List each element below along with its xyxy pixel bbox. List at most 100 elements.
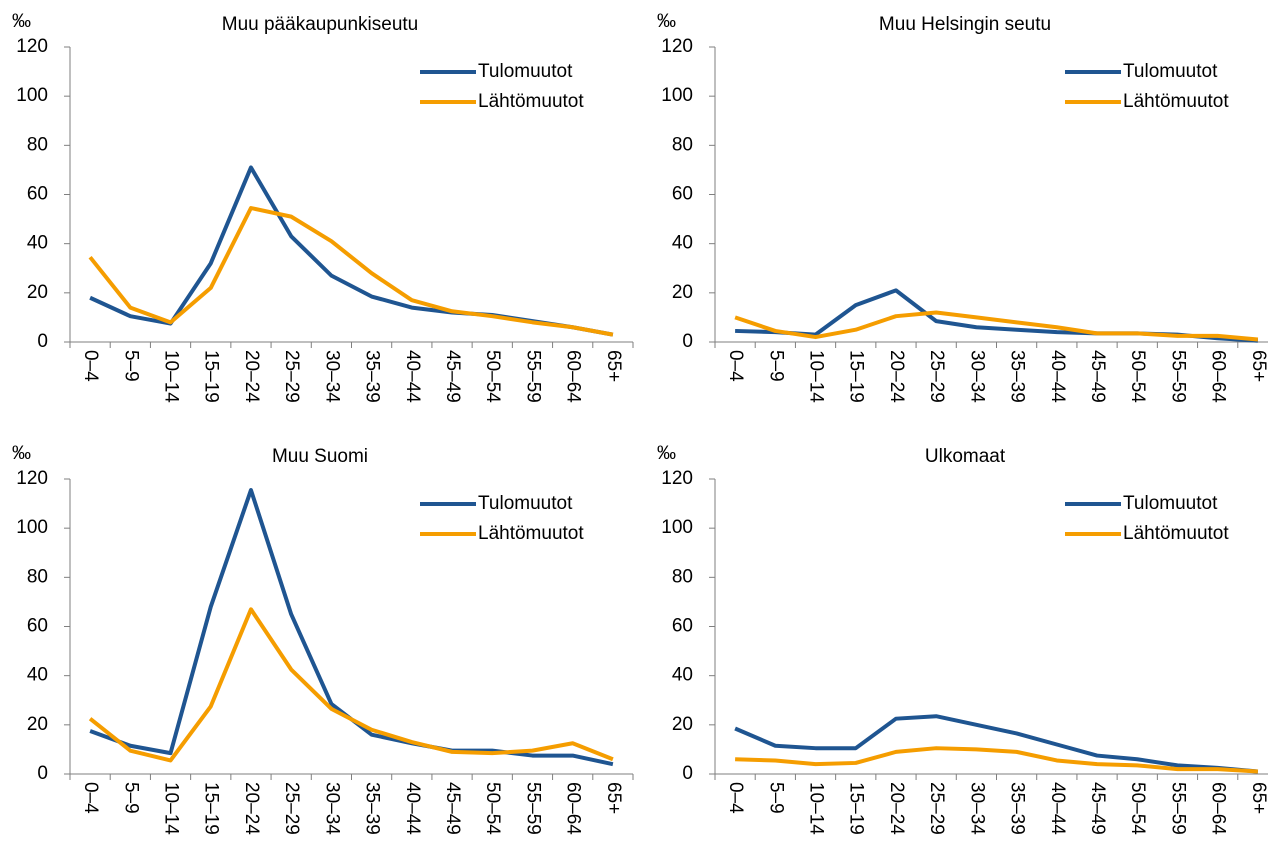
y-tick-label: 40 xyxy=(672,665,693,686)
data-line xyxy=(735,288,1259,343)
x-tick-label: 10–14 xyxy=(806,350,827,403)
x-tick-label: 65+ xyxy=(1248,782,1268,814)
y-tick-label: 120 xyxy=(16,36,48,57)
x-tick-label: 10–14 xyxy=(161,350,182,403)
chart-title: Muu pääkaupunkiseutu xyxy=(222,14,418,35)
y-tick-label: 20 xyxy=(672,714,693,735)
data-line xyxy=(734,310,1259,342)
x-tick-label: 5–9 xyxy=(765,350,786,382)
legend-label: Lähtömuutot xyxy=(1123,523,1229,544)
y-axis-label: ‰ xyxy=(657,443,676,464)
y-tick-label: 20 xyxy=(672,282,693,303)
y-tick-label: 60 xyxy=(27,616,48,637)
x-tick-label: 50–54 xyxy=(1127,350,1148,403)
data-line xyxy=(88,607,614,763)
x-tick-label: 35–39 xyxy=(362,782,383,835)
x-tick-label: 20–24 xyxy=(241,350,262,403)
x-tick-label: 5–9 xyxy=(120,782,141,814)
panel: Muu Helsingin seutu ‰ 0 20 40 60 80 100 120 0–4 5–… xyxy=(657,11,1268,403)
legend-label: Lähtömuutot xyxy=(478,91,584,112)
legend-label: Tulomuutot xyxy=(1123,493,1218,514)
y-tick-label: 20 xyxy=(27,282,48,303)
x-tick-label: 15–19 xyxy=(846,350,867,403)
data-line xyxy=(89,165,614,337)
x-tick-label: 25–29 xyxy=(926,782,947,835)
x-tick-label: 60–64 xyxy=(1208,782,1229,835)
x-tick-label: 50–54 xyxy=(482,782,503,835)
x-tick-label: 25–29 xyxy=(926,350,947,403)
x-tick-label: 35–39 xyxy=(1007,782,1028,835)
y-tick-label: 100 xyxy=(16,517,48,538)
legend-label: Tulomuutot xyxy=(478,493,573,514)
x-tick-label: 25–29 xyxy=(281,350,302,403)
x-tick-label: 20–24 xyxy=(241,782,262,835)
y-tick-label: 80 xyxy=(672,566,693,587)
y-tick-label: 120 xyxy=(661,468,693,489)
x-tick-label: 30–34 xyxy=(966,350,987,403)
y-tick-label: 0 xyxy=(37,763,48,784)
y-tick-label: 40 xyxy=(27,233,48,254)
x-tick-label: 40–44 xyxy=(402,782,423,835)
y-tick-label: 100 xyxy=(16,85,48,106)
y-tick-label: 20 xyxy=(27,714,48,735)
x-tick-label: 0–4 xyxy=(725,782,746,814)
x-tick-label: 20–24 xyxy=(886,782,907,835)
y-tick-label: 0 xyxy=(682,763,693,784)
x-tick-label: 55–59 xyxy=(522,350,543,403)
y-tick-label: 60 xyxy=(27,184,48,205)
x-tick-label: 45–49 xyxy=(442,782,463,835)
x-tick-label: 35–39 xyxy=(1007,350,1028,403)
x-tick-label: 65+ xyxy=(603,350,624,382)
x-tick-label: 20–24 xyxy=(886,350,907,403)
x-tick-label: 40–44 xyxy=(1047,782,1068,835)
x-tick-label: 40–44 xyxy=(1047,350,1068,403)
chart-title: Ulkomaat xyxy=(925,446,1006,467)
x-tick-label: 50–54 xyxy=(482,350,503,403)
x-tick-label: 60–64 xyxy=(563,350,584,403)
legend-label: Lähtömuutot xyxy=(1123,91,1229,112)
x-tick-label: 55–59 xyxy=(1167,350,1188,403)
panel: Muu pääkaupunkiseutu ‰ 0 20 40 60 80 100 120 0–4 5… xyxy=(12,11,634,403)
y-tick-label: 40 xyxy=(27,665,48,686)
y-tick-label: 0 xyxy=(37,331,48,352)
panel: Ulkomaat ‰ 0 20 40 60 80 100 120 0–4 5–9 10–14 15–19… xyxy=(657,443,1268,835)
x-tick-label: 50–54 xyxy=(1127,782,1148,835)
x-tick-label: 60–64 xyxy=(1208,350,1229,403)
x-tick-label: 10–14 xyxy=(161,782,182,835)
panel: Muu Suomi ‰ 0 20 40 60 80 100 120 0–4 5–9 10–14 15–1… xyxy=(12,443,634,835)
y-axis-label: ‰ xyxy=(12,11,31,32)
chart-title: Muu Suomi xyxy=(272,446,368,467)
legend-label: Tulomuutot xyxy=(478,61,573,82)
x-tick-label: 10–14 xyxy=(806,782,827,835)
x-tick-label: 5–9 xyxy=(765,782,786,814)
x-tick-label: 35–39 xyxy=(362,350,383,403)
x-tick-label: 0–4 xyxy=(725,350,746,382)
legend-label: Tulomuutot xyxy=(1123,61,1218,82)
y-axis-label: ‰ xyxy=(12,443,31,464)
x-tick-label: 55–59 xyxy=(522,782,543,835)
y-tick-label: 60 xyxy=(672,616,693,637)
y-tick-label: 80 xyxy=(672,134,693,155)
x-tick-label: 60–64 xyxy=(563,782,584,835)
y-tick-label: 80 xyxy=(27,134,48,155)
y-tick-label: 100 xyxy=(661,85,693,106)
data-line xyxy=(88,206,614,337)
x-tick-label: 30–34 xyxy=(966,782,987,835)
y-tick-label: 100 xyxy=(661,517,693,538)
data-line xyxy=(734,714,1259,774)
x-tick-label: 45–49 xyxy=(1087,782,1108,835)
x-tick-label: 0–4 xyxy=(80,782,101,814)
legend-label: Lähtömuutot xyxy=(478,523,584,544)
chart-title: Muu Helsingin seutu xyxy=(879,14,1051,35)
y-tick-label: 120 xyxy=(661,36,693,57)
x-tick-label: 5–9 xyxy=(120,350,141,382)
y-axis-label: ‰ xyxy=(657,11,676,32)
x-tick-label: 30–34 xyxy=(321,350,342,403)
x-tick-label: 40–44 xyxy=(402,350,423,403)
x-tick-label: 15–19 xyxy=(201,782,222,835)
x-tick-label: 25–29 xyxy=(281,782,302,835)
x-tick-label: 45–49 xyxy=(1087,350,1108,403)
y-tick-label: 80 xyxy=(27,566,48,587)
x-tick-label: 45–49 xyxy=(442,350,463,403)
